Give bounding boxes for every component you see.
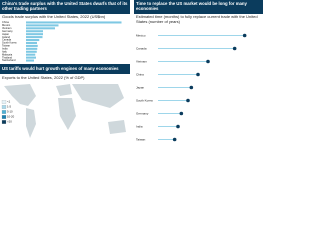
legend-swatch bbox=[1, 120, 7, 124]
bar bbox=[26, 24, 59, 27]
heading-band bbox=[134, 0, 263, 14]
text-line: Goods trade surplus with the United Stat… bbox=[2, 14, 106, 19]
y-tick-label: Canada bbox=[2, 38, 12, 42]
bar bbox=[26, 30, 43, 33]
y-tick-label: Mexico bbox=[2, 23, 11, 27]
dot bbox=[186, 98, 190, 103]
legend-swatch bbox=[1, 100, 7, 104]
text-line: economies bbox=[136, 6, 159, 11]
bar bbox=[26, 50, 37, 53]
y-tick-label: Taiwan bbox=[2, 44, 11, 48]
legend-label: 10-20 bbox=[7, 115, 15, 119]
y-tick-label: Italy bbox=[2, 49, 7, 53]
heading-band bbox=[0, 64, 130, 74]
bar bbox=[26, 56, 36, 59]
dot bbox=[232, 46, 237, 51]
dot bbox=[172, 137, 177, 142]
y-tick-label: Canada bbox=[136, 46, 147, 50]
dot bbox=[242, 33, 247, 38]
panel-title: China's trade surplus with the United St… bbox=[2, 1, 128, 11]
chart: China's trade surplus with the United St… bbox=[0, 0, 263, 142]
text-line: States (number of years) bbox=[136, 19, 181, 24]
bar bbox=[26, 59, 34, 62]
panel-subtitle: Goods trade surplus with the United Stat… bbox=[2, 14, 106, 19]
legend-label: <1 bbox=[7, 100, 11, 104]
y-tick-label: Thailand bbox=[2, 55, 13, 59]
panel-subtitle: Estimated time (months) to fully replace… bbox=[136, 14, 258, 24]
y-tick-label: Germany bbox=[136, 111, 149, 115]
dot bbox=[176, 124, 180, 129]
y-tick-label: Ireland bbox=[2, 35, 10, 39]
dot bbox=[206, 59, 210, 64]
panel-subtitle: Exports to the United States, 2022 (% of… bbox=[2, 75, 85, 80]
bar bbox=[26, 27, 55, 30]
y-tick-label: Japan bbox=[136, 85, 145, 89]
bar bbox=[26, 39, 40, 42]
y-tick-label: Switzerland bbox=[2, 58, 16, 62]
panel-title: US tariffs would hurt growth engines of … bbox=[2, 66, 119, 71]
bar bbox=[26, 44, 38, 47]
legend-label: >20 bbox=[7, 120, 12, 124]
y-tick-label: Germany bbox=[2, 29, 13, 33]
map-shapes bbox=[4, 84, 126, 138]
legend-swatch bbox=[1, 115, 7, 119]
y-tick-label: China bbox=[136, 72, 144, 76]
text-line: other trading partners bbox=[2, 6, 47, 11]
y-tick-label: Malaysia bbox=[2, 52, 13, 56]
bar bbox=[26, 41, 37, 44]
text-line: China's trade surplus with the United St… bbox=[2, 1, 128, 6]
y-tick-label: Vietnam bbox=[2, 26, 11, 30]
bar bbox=[26, 33, 43, 36]
page: China's trade surplus with the United St… bbox=[0, 0, 263, 142]
y-tick-label: India bbox=[136, 124, 143, 128]
bar bbox=[26, 36, 43, 39]
text-line: Time to replace the US market would be l… bbox=[136, 1, 248, 6]
dot bbox=[179, 111, 184, 116]
bar bbox=[26, 47, 38, 50]
y-tick-label: India bbox=[2, 47, 8, 51]
y-tick-label: South Korea bbox=[2, 41, 17, 45]
text-line: Estimated time (months) to fully replace… bbox=[136, 14, 258, 19]
dot bbox=[196, 72, 200, 77]
legend-swatch bbox=[1, 110, 7, 114]
legend-label: 5-10 bbox=[7, 110, 13, 114]
dot bbox=[189, 85, 194, 90]
text-line: US tariffs would hurt growth engines of … bbox=[2, 66, 119, 71]
legend-label: 1-5 bbox=[7, 105, 11, 109]
y-tick-label: China bbox=[2, 20, 9, 24]
text-line: Exports to the United States, 2022 (% of… bbox=[2, 75, 85, 80]
panel-title: Time to replace the US market would be l… bbox=[136, 1, 248, 11]
y-tick-label: Vietnam bbox=[136, 59, 147, 63]
y-tick-label: South Korea bbox=[136, 98, 153, 102]
y-tick-label: Mexico bbox=[136, 33, 146, 37]
bar bbox=[26, 21, 122, 24]
y-tick-label: Japan bbox=[2, 32, 10, 36]
y-tick-label: Taiwan bbox=[136, 137, 146, 141]
legend-swatch bbox=[1, 105, 7, 109]
bar bbox=[26, 53, 36, 56]
heading-band bbox=[0, 0, 130, 14]
